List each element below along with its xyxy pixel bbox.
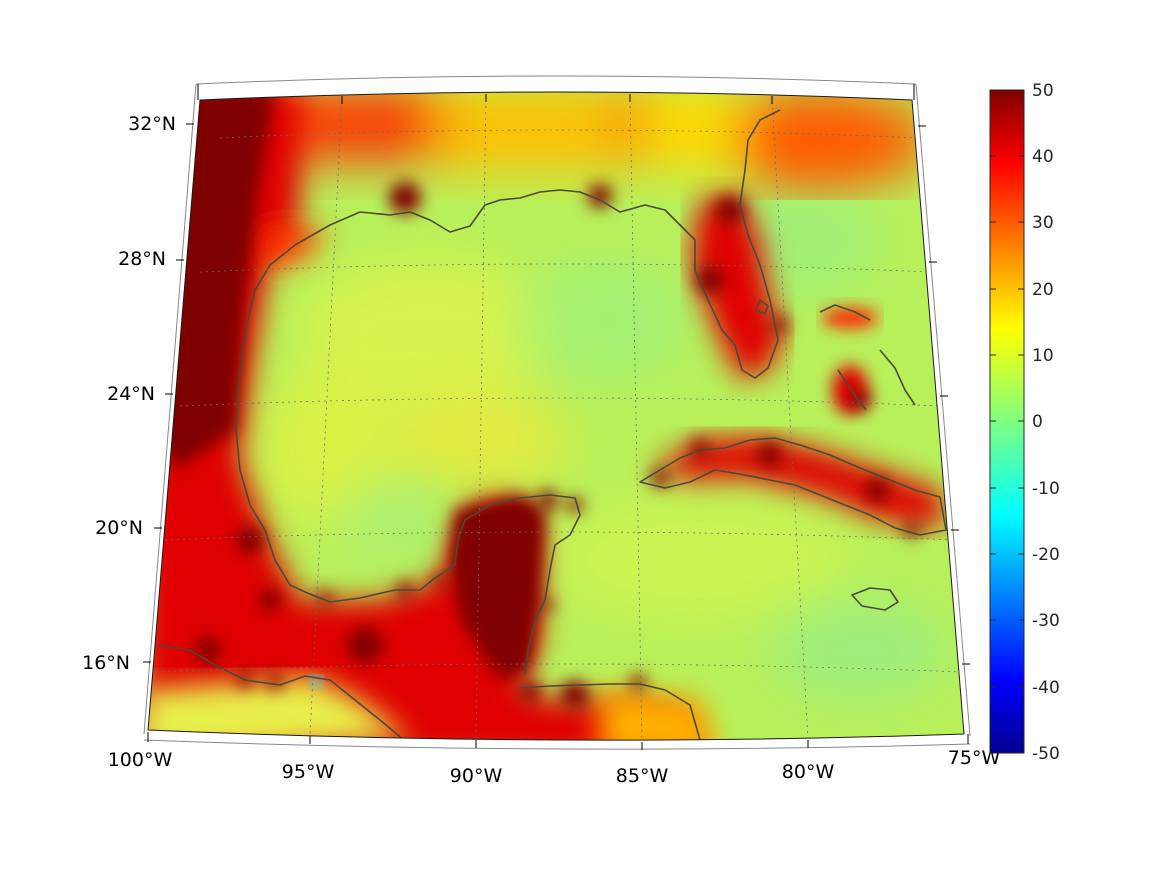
colorbar-ticks xyxy=(990,155,1024,688)
colorbar-tick-label: -30 xyxy=(1032,611,1060,631)
tick-marks xyxy=(143,84,970,750)
lat-label: 16°N xyxy=(82,652,130,674)
colorbar-tick-label: 20 xyxy=(1032,280,1054,300)
graticule xyxy=(149,93,963,741)
colorbar-tick-label: -40 xyxy=(1032,678,1060,698)
colorbar-tick-label: -50 xyxy=(1032,744,1060,764)
lat-label: 32°N xyxy=(128,113,176,135)
colorbar-tick-label: 10 xyxy=(1032,346,1054,366)
lat-label: 20°N xyxy=(95,517,143,539)
longitude-labels: 100°W 95°W 90°W 85°W 80°W 75°W xyxy=(108,747,1001,787)
colorbar-tick-label: 0 xyxy=(1032,412,1043,432)
lon-label: 85°W xyxy=(616,765,669,787)
colorbar-tick-label: -10 xyxy=(1032,479,1060,499)
lon-label: 95°W xyxy=(282,761,335,783)
lat-label: 24°N xyxy=(107,383,155,405)
map-frame xyxy=(147,91,965,741)
colorbar: 50 40 30 20 10 0 -10 -20 -30 -40 -50 xyxy=(989,81,1060,764)
data-field xyxy=(148,92,964,741)
colorbar-tick-label: 50 xyxy=(1032,81,1054,101)
latitude-labels: 32°N 28°N 24°N 20°N 16°N xyxy=(82,113,176,674)
lon-label: 80°W xyxy=(782,761,835,783)
lat-label: 28°N xyxy=(118,248,166,270)
colorbar-tick-label: 40 xyxy=(1032,147,1054,167)
colorbar-tick-label: 30 xyxy=(1032,213,1054,233)
lon-label: 100°W xyxy=(108,749,173,771)
colorbar-tick-label: -20 xyxy=(1032,545,1060,565)
lon-label: 90°W xyxy=(450,765,503,787)
lon-label: 75°W xyxy=(948,747,1001,769)
